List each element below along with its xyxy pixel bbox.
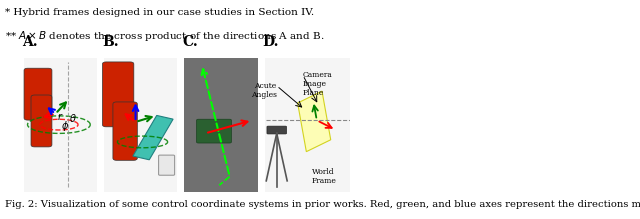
Text: $r$: $r$: [57, 111, 63, 122]
Bar: [24, 58, 97, 192]
Polygon shape: [133, 115, 173, 160]
Text: A.: A.: [22, 35, 38, 49]
FancyBboxPatch shape: [24, 68, 52, 120]
Bar: [264, 58, 355, 192]
Text: * Hybrid frames designed in our case studies in Section IV.: * Hybrid frames designed in our case stu…: [5, 8, 314, 17]
FancyBboxPatch shape: [196, 119, 232, 143]
Text: Camera
Image
Plane: Camera Image Plane: [303, 71, 333, 97]
FancyBboxPatch shape: [102, 62, 134, 127]
FancyBboxPatch shape: [31, 95, 52, 147]
Polygon shape: [298, 91, 331, 152]
Text: Fig. 2: Visualization of some control coordinate systems in prior works. Red, gr: Fig. 2: Visualization of some control co…: [5, 200, 640, 209]
Text: Acute
Angles: Acute Angles: [251, 82, 276, 99]
Text: B.: B.: [102, 35, 119, 49]
Text: C.: C.: [182, 35, 198, 49]
Bar: [184, 58, 257, 192]
Bar: [104, 58, 177, 192]
Text: $\phi$: $\phi$: [61, 119, 68, 133]
FancyBboxPatch shape: [267, 126, 287, 134]
FancyBboxPatch shape: [113, 102, 138, 160]
Text: $\theta$: $\theta$: [68, 112, 76, 124]
FancyBboxPatch shape: [159, 155, 175, 175]
Text: World
Frame: World Frame: [312, 168, 337, 185]
Text: D.: D.: [263, 35, 279, 49]
Text: ** $A \times B$ denotes the cross product of the directions A and B.: ** $A \times B$ denotes the cross produc…: [5, 30, 324, 44]
